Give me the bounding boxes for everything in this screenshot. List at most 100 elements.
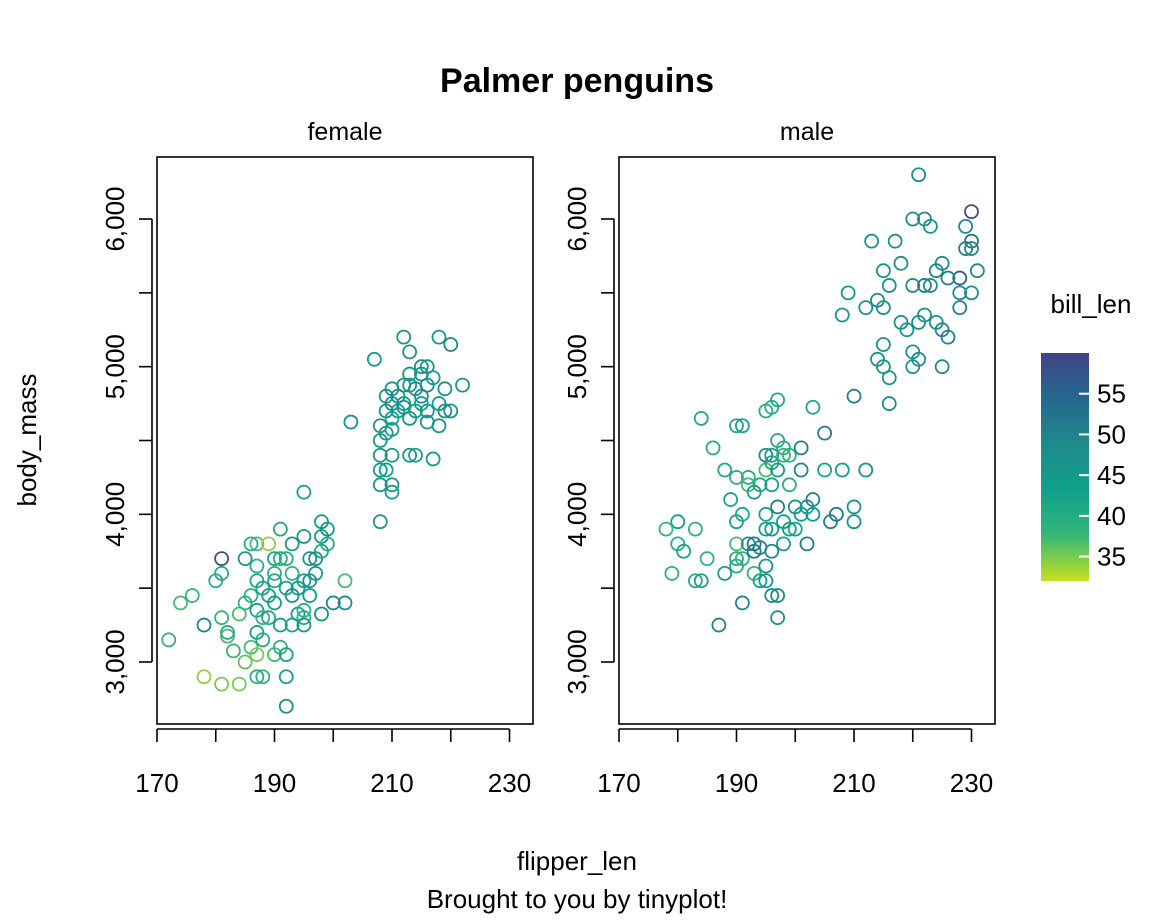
data-point (899, 322, 915, 338)
data-point (372, 447, 388, 463)
data-point (776, 536, 791, 552)
data-point (278, 669, 294, 685)
data-point (425, 370, 441, 386)
data-point (308, 565, 324, 581)
data-point (284, 565, 300, 581)
data-point (729, 551, 744, 567)
data-point (764, 447, 780, 463)
data-point (319, 536, 335, 552)
data-point (249, 647, 265, 663)
data-point (255, 669, 271, 685)
data-point (875, 337, 891, 352)
data-point (758, 573, 774, 589)
data-point (255, 632, 271, 648)
x-axis-label: flipper_len (517, 846, 637, 876)
data-point (184, 588, 200, 603)
data-point (296, 529, 312, 544)
y-tick-label: 3,000 (100, 629, 130, 694)
data-point (384, 484, 400, 500)
data-point (875, 359, 891, 375)
data-point (875, 263, 891, 279)
data-point (764, 477, 780, 493)
data-point (261, 610, 277, 626)
data-point (711, 617, 727, 633)
data-point (964, 241, 979, 256)
data-point (805, 492, 821, 507)
chart-title: Palmer penguins (440, 62, 714, 100)
data-point (431, 329, 447, 345)
data-point (840, 285, 856, 301)
data-point (231, 606, 247, 622)
data-point (237, 551, 253, 567)
data-point (922, 278, 938, 293)
data-point (296, 610, 312, 626)
data-point (319, 521, 335, 537)
legend-colorbar (1041, 353, 1089, 581)
plot-frame (156, 156, 534, 725)
data-point (770, 392, 786, 408)
x-tick-label: 230 (950, 768, 993, 798)
data-point (443, 337, 459, 352)
data-point (302, 588, 318, 603)
data-point (278, 647, 294, 663)
data-point (296, 484, 312, 500)
x-tick-label: 210 (832, 768, 875, 798)
data-point (255, 610, 271, 626)
data-point (249, 536, 265, 552)
data-point (764, 521, 780, 537)
data-point (314, 606, 329, 622)
data-point (413, 388, 429, 404)
x-tick-label: 170 (597, 768, 640, 798)
data-point (817, 462, 833, 478)
data-point (875, 300, 891, 316)
data-point (758, 521, 774, 537)
data-point (384, 477, 400, 493)
data-point (887, 233, 903, 249)
data-point (214, 610, 230, 626)
data-point (881, 278, 897, 293)
data-point (834, 462, 850, 478)
data-point (928, 263, 944, 279)
plot-frame (618, 156, 996, 725)
data-point (237, 654, 253, 670)
data-point (752, 477, 768, 493)
data-point (817, 425, 833, 441)
data-point (893, 255, 909, 271)
y-tick-label: 6,000 (562, 186, 592, 251)
data-point (670, 514, 686, 530)
data-point (372, 514, 388, 530)
data-point (793, 462, 809, 478)
data-point (296, 573, 312, 589)
data-point (705, 440, 721, 456)
y-tick-label: 3,000 (562, 629, 592, 694)
data-point (752, 573, 768, 589)
legend-tick-label: 40 (1097, 501, 1126, 531)
data-point (958, 218, 974, 234)
data-point (934, 359, 950, 375)
data-point (402, 344, 418, 360)
data-point (952, 285, 968, 301)
data-point (249, 558, 265, 574)
data-point (905, 278, 921, 293)
data-point (343, 414, 359, 430)
legend-tick-label: 35 (1097, 542, 1126, 572)
data-point (296, 617, 312, 633)
data-point (858, 300, 874, 316)
data-point (302, 551, 318, 567)
data-point (881, 396, 897, 411)
data-point (214, 565, 230, 581)
data-point (834, 307, 850, 323)
data-point (272, 521, 288, 537)
data-point (437, 403, 453, 419)
data-point (384, 447, 400, 463)
data-point (425, 451, 441, 467)
data-point (770, 588, 786, 603)
data-point (296, 602, 312, 618)
data-point (267, 565, 282, 581)
data-point (740, 470, 756, 485)
data-point (846, 514, 862, 530)
caption: Brought to you by tinyplot! (427, 884, 728, 914)
data-point (846, 388, 862, 404)
data-point (220, 628, 235, 644)
